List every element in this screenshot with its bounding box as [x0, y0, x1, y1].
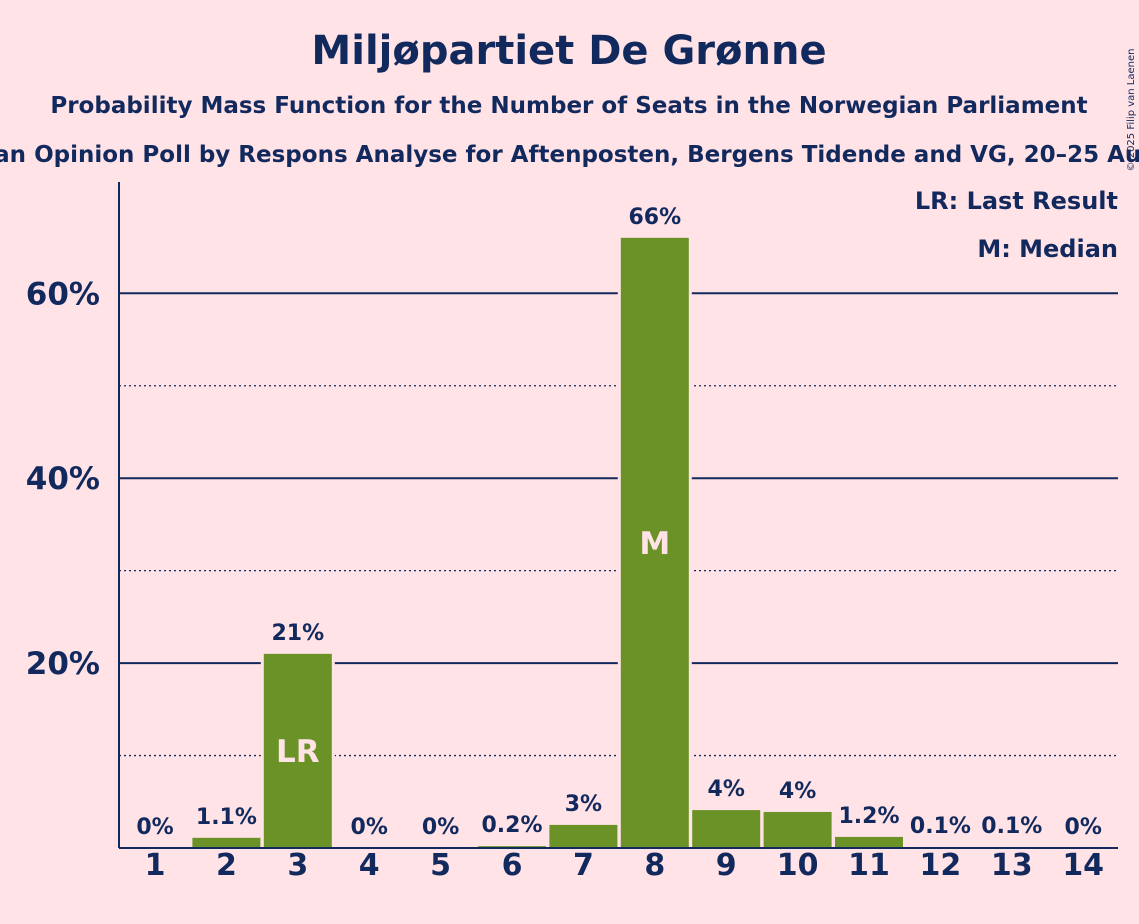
- last-result-marker: LR: [276, 734, 320, 770]
- x-tick-label: 11: [848, 848, 890, 883]
- data-label: 1.2%: [838, 804, 899, 829]
- chart-source-subtitle: Based on an Opinion Poll by Respons Anal…: [0, 142, 1139, 168]
- data-label: 4%: [708, 777, 745, 802]
- data-label: 1.1%: [196, 805, 257, 830]
- bar: [192, 837, 261, 848]
- data-label: 66%: [628, 205, 681, 230]
- data-label: 0%: [1065, 815, 1102, 840]
- y-tick-label: 60%: [26, 276, 100, 312]
- x-tick-label: 5: [430, 848, 451, 883]
- y-tick-label: 20%: [26, 646, 100, 682]
- x-tick-label: 13: [991, 848, 1033, 883]
- legend-last-result: LR: Last Result: [915, 187, 1118, 215]
- data-label: 0%: [422, 815, 459, 840]
- x-tick-label: 12: [920, 848, 962, 883]
- labels: 20%40%60%0%11.1%221%3LR0%40%50.2%63%766%…: [26, 205, 1104, 883]
- data-label: 21%: [271, 621, 324, 646]
- y-tick-label: 40%: [26, 461, 100, 497]
- bar: [835, 836, 903, 848]
- x-tick-label: 10: [777, 848, 819, 883]
- data-label: 4%: [779, 779, 816, 804]
- legend-median: M: Median: [977, 235, 1118, 263]
- data-label: 0%: [136, 815, 173, 840]
- data-label: 0.1%: [910, 814, 971, 839]
- x-tick-label: 8: [644, 848, 665, 883]
- bar: [549, 824, 618, 848]
- bar-halo: [903, 844, 978, 848]
- axes: [118, 182, 1118, 849]
- median-marker: M: [639, 526, 670, 562]
- x-tick-label: 1: [145, 848, 166, 883]
- data-label: 0.1%: [981, 814, 1042, 839]
- chart-subtitle: Probability Mass Function for the Number…: [50, 93, 1087, 119]
- x-tick-label: 6: [502, 848, 523, 883]
- data-label: 0%: [351, 815, 388, 840]
- data-label: 0.2%: [481, 813, 542, 838]
- bar: [620, 237, 689, 848]
- bar: [692, 810, 761, 848]
- x-tick-label: 2: [216, 848, 237, 883]
- x-tick-label: 7: [573, 848, 594, 883]
- bar-halo: [475, 843, 549, 848]
- x-tick-label: 4: [359, 848, 380, 883]
- x-tick-label: 14: [1062, 848, 1104, 883]
- data-label: 3%: [565, 792, 602, 817]
- bar: [763, 811, 832, 848]
- chart-title: Miljøpartiet De Grønne: [311, 28, 826, 74]
- copyright-note: © 2025 Filip van Laenen: [1126, 49, 1137, 172]
- bar: [263, 653, 332, 848]
- bar-halo: [974, 844, 1049, 848]
- x-tick-label: 9: [716, 848, 737, 883]
- x-tick-label: 3: [287, 848, 308, 883]
